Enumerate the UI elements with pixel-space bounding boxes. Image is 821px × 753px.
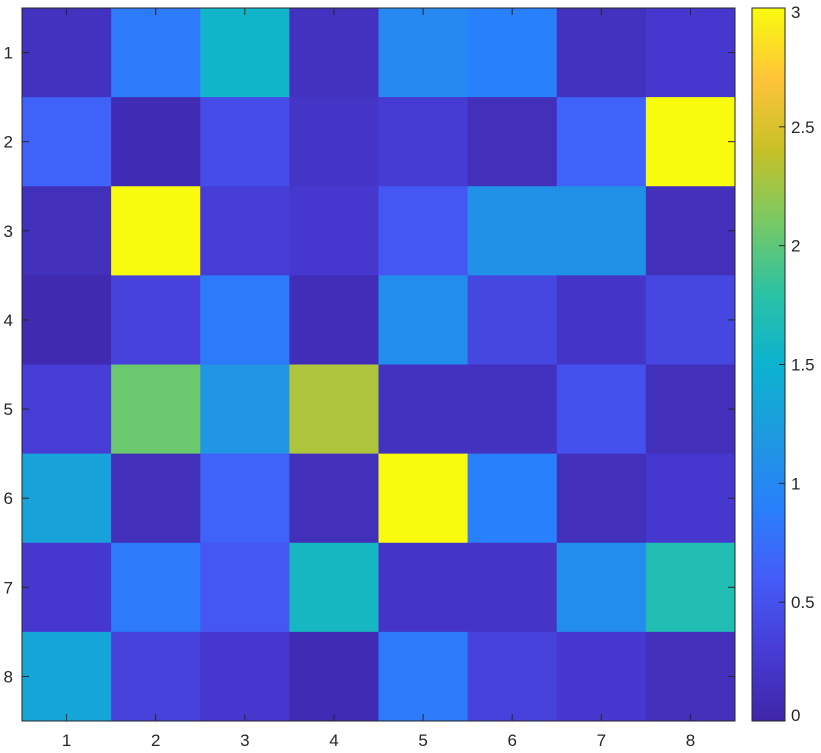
- x-tick-label: 7: [597, 731, 606, 750]
- heatmap-cell-r1-c2: [111, 8, 201, 98]
- x-tick-label: 4: [329, 731, 338, 750]
- plot-frame: [21, 7, 736, 722]
- heatmap-cell-r2-c8: [645, 97, 736, 187]
- heatmap-cell-r3-c5: [378, 186, 469, 276]
- heatmap-cell-r5-c8: [645, 364, 736, 455]
- colorbar-tick-label: 2.5: [791, 118, 815, 137]
- heatmap-cell-r5-c7: [556, 364, 647, 455]
- heatmap-cell-r4-c4: [289, 275, 379, 365]
- y-tick-label: 4: [4, 311, 13, 330]
- heatmap-cell-r6-c7: [556, 453, 647, 544]
- heatmap-cell-r6-c5: [378, 453, 469, 544]
- y-tick-label: 6: [4, 489, 13, 508]
- heatmap-cell-r3-c3: [200, 186, 290, 276]
- heatmap-cell-r2-c3: [200, 97, 290, 187]
- heatmap-cell-r2-c2: [111, 97, 201, 187]
- heatmap-cell-r7-c6: [467, 542, 558, 633]
- y-tick-label: 7: [4, 578, 13, 597]
- heatmap-cell-r2-c1: [22, 97, 112, 187]
- y-tick-label: 1: [4, 44, 13, 63]
- colorbar-tick-label: 1.5: [791, 356, 815, 375]
- heatmap-cell-r7-c7: [556, 542, 647, 633]
- heatmap-cell-r6-c4: [289, 453, 379, 544]
- y-tick-label: 2: [4, 133, 13, 152]
- heatmap-cell-r7-c4: [289, 542, 379, 633]
- x-tick-label: 6: [507, 731, 516, 750]
- heatmap-cell-r5-c4: [289, 364, 379, 455]
- heatmap-cell-r1-c4: [289, 8, 379, 98]
- heatmap-cell-r6-c1: [22, 453, 112, 544]
- heatmap-cell-r4-c3: [200, 275, 290, 365]
- heatmap-cell-r7-c5: [378, 542, 469, 633]
- y-tick-label: 8: [4, 667, 13, 686]
- heatmap-cell-r1-c6: [467, 8, 558, 98]
- heatmap-cell-r6-c3: [200, 453, 290, 544]
- heatmap-cell-r8-c3: [200, 631, 290, 722]
- heatmap-cell-r8-c4: [289, 631, 379, 722]
- heatmap-cells: [22, 8, 736, 722]
- x-axis: 1 2 3 4 5 6 7 8: [62, 8, 695, 750]
- heatmap-cell-r8-c8: [645, 631, 736, 722]
- x-tick-label: 5: [418, 731, 427, 750]
- heatmap-cell-r5-c1: [22, 364, 112, 455]
- colorbar-tick-label: 0: [791, 706, 800, 725]
- heatmap-cell-r1-c1: [22, 8, 112, 98]
- heatmap-cell-r5-c2: [111, 364, 201, 455]
- heatmap-cell-r3-c4: [289, 186, 379, 276]
- heatmap-cell-r6-c6: [467, 453, 558, 544]
- heatmap-cell-r3-c8: [645, 186, 736, 276]
- heatmap-cell-r3-c1: [22, 186, 112, 276]
- heatmap-cell-r8-c5: [378, 631, 469, 722]
- heatmap-cell-r3-c2: [111, 186, 201, 276]
- x-tick-label: 3: [240, 731, 249, 750]
- colorbar-tick-label: 0.5: [791, 593, 815, 612]
- x-tick-label: 1: [62, 731, 71, 750]
- y-axis: 1 2 3 4 5 6 7 8: [4, 44, 735, 686]
- heatmap-cell-r8-c1: [22, 631, 112, 722]
- heatmap-cell-r7-c2: [111, 542, 201, 633]
- heatmap-cell-r7-c1: [22, 542, 112, 633]
- heatmap-cell-r4-c5: [378, 275, 469, 365]
- x-tick-label: 8: [686, 731, 695, 750]
- heatmap-cell-r5-c5: [378, 364, 469, 455]
- colorbar-tick-label: 1: [791, 474, 800, 493]
- heatmap-cell-r7-c3: [200, 542, 290, 633]
- heatmap-cell-r7-c8: [645, 542, 736, 633]
- heatmap-cell-r3-c6: [467, 186, 558, 276]
- heatmap-cell-r4-c2: [111, 275, 201, 365]
- heatmap-cell-r4-c1: [22, 275, 112, 365]
- heatmap-cell-r1-c3: [200, 8, 290, 98]
- heatmap-cell-r6-c8: [645, 453, 736, 544]
- heatmap-cell-r5-c3: [200, 364, 290, 455]
- y-tick-label: 3: [4, 222, 13, 241]
- heatmap-cell-r1-c5: [378, 8, 469, 98]
- heatmap-cell-r3-c7: [556, 186, 647, 276]
- heatmap-cell-r4-c7: [556, 275, 647, 365]
- colorbar-tick-label: 2: [791, 237, 800, 256]
- y-tick-label: 5: [4, 400, 13, 419]
- heatmap-cell-r2-c7: [556, 97, 647, 187]
- heatmap-cell-r5-c6: [467, 364, 558, 455]
- heatmap-cell-r1-c8: [645, 8, 736, 98]
- colorbar-axis: 0 0.5 1 1.5 2 2.5 3: [779, 3, 815, 725]
- heatmap-cell-r4-c8: [645, 275, 736, 365]
- heatmap-cell-r2-c6: [467, 97, 558, 187]
- x-tick-label: 2: [151, 731, 160, 750]
- heatmap-cell-r8-c7: [556, 631, 647, 722]
- heatmap-cell-r6-c2: [111, 453, 201, 544]
- heatmap-cell-r2-c5: [378, 97, 469, 187]
- heatmap-cell-r2-c4: [289, 97, 379, 187]
- heatmap-cell-r1-c7: [556, 8, 647, 98]
- heatmap-cell-r8-c2: [111, 631, 201, 722]
- heatmap-cell-r4-c6: [467, 275, 558, 365]
- heatmap-cell-r8-c6: [467, 631, 558, 722]
- colorbar-tick-label: 3: [791, 3, 800, 22]
